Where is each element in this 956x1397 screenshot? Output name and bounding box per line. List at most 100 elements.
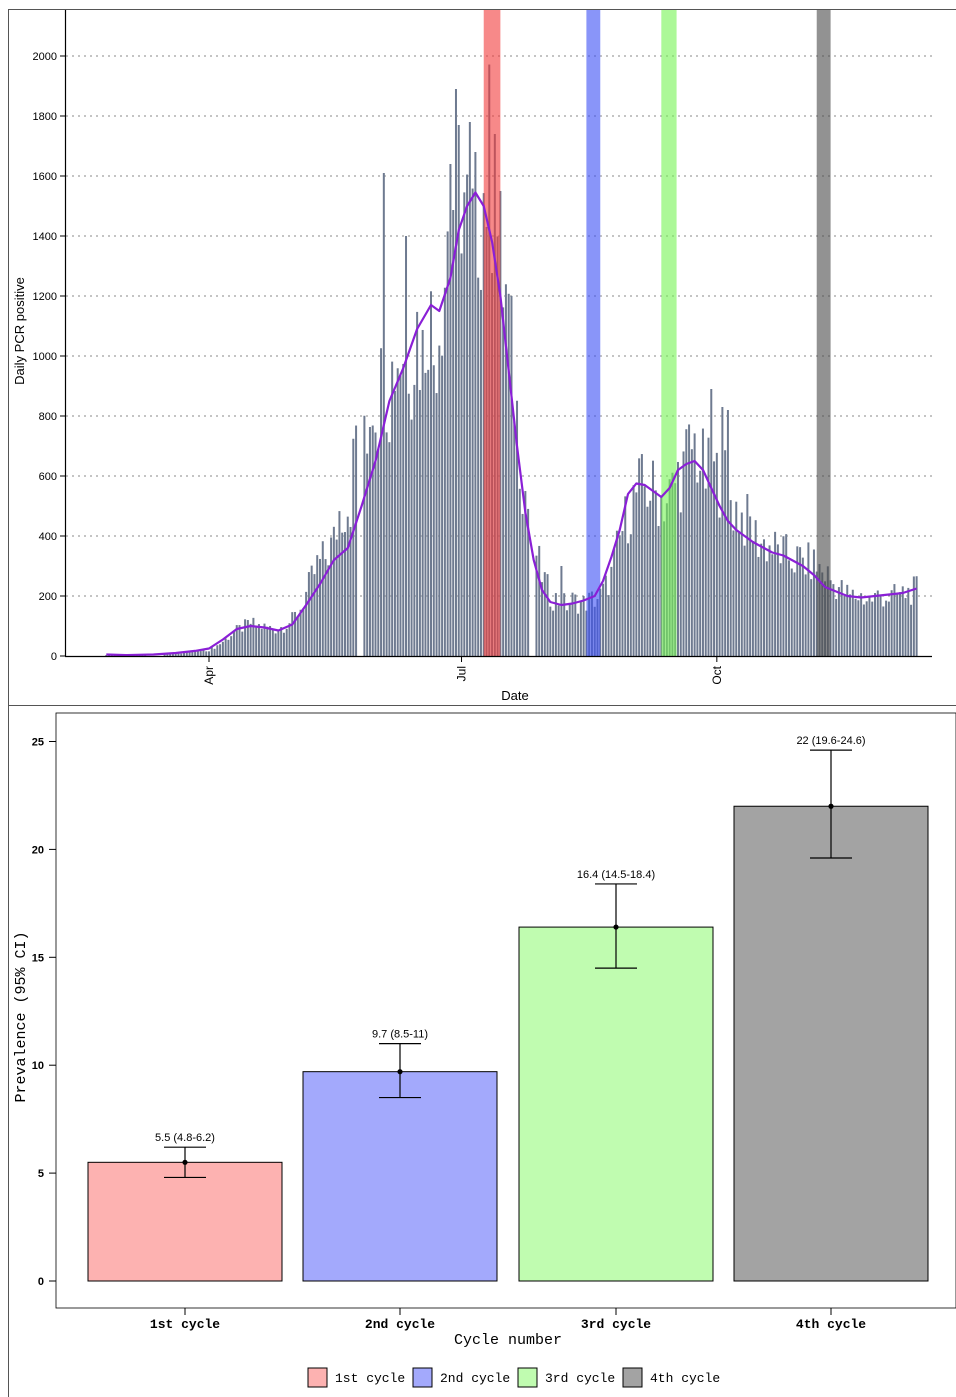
- y-tick-label-400: 400: [39, 531, 57, 543]
- daily-bar: [915, 576, 918, 656]
- daily-bar: [260, 628, 263, 656]
- daily-bar: [452, 210, 455, 656]
- point-4: [828, 803, 834, 809]
- daily-bar: [724, 450, 727, 656]
- daily-bar: [907, 587, 910, 656]
- daily-bar: [621, 531, 624, 656]
- legend-label-3: 3rd cycle: [545, 1371, 615, 1386]
- daily-pcr-chart: 0 200 400 600 800 1000 1200 1400 1600 1800 2000 Apr…: [12, 10, 932, 703]
- daily-bar: [468, 122, 471, 656]
- daily-bar: [416, 311, 419, 656]
- daily-bar: [652, 460, 654, 656]
- daily-bar: [643, 486, 646, 656]
- daily-bar: [199, 651, 202, 656]
- daily-bar: [549, 606, 552, 656]
- daily-bar: [768, 545, 771, 656]
- daily-bar: [163, 654, 166, 656]
- daily-bar: [685, 429, 688, 656]
- band-1: [483, 10, 501, 656]
- daily-bars: [105, 64, 918, 657]
- daily-bar: [299, 609, 302, 656]
- daily-bar: [232, 631, 235, 656]
- daily-bar: [887, 601, 890, 656]
- daily-bar: [396, 368, 399, 656]
- daily-bar: [413, 384, 416, 656]
- daily-bar: [577, 613, 580, 656]
- daily-bar: [341, 532, 344, 656]
- daily-bar: [746, 494, 749, 656]
- daily-bar: [466, 174, 469, 656]
- daily-bar: [688, 424, 691, 656]
- daily-bar: [771, 554, 774, 656]
- daily-bar: [460, 253, 463, 656]
- daily-bar: [640, 454, 643, 656]
- daily-bar: [418, 390, 421, 656]
- daily-bar: [305, 591, 308, 656]
- daily-bar: [366, 453, 369, 656]
- daily-bar: [196, 650, 199, 656]
- daily-bar: [479, 289, 482, 656]
- daily-bar: [751, 541, 754, 656]
- daily-bar: [321, 541, 324, 656]
- daily-bar: [763, 539, 765, 656]
- daily-bar: [649, 500, 652, 656]
- daily-bar: [477, 277, 480, 656]
- daily-bar: [227, 639, 230, 656]
- daily-bar: [280, 627, 283, 656]
- daily-bar: [571, 592, 574, 656]
- daily-bar: [735, 501, 738, 656]
- daily-bar: [177, 653, 180, 656]
- daily-bar: [874, 593, 876, 656]
- daily-bar: [646, 506, 649, 656]
- daily-bar: [757, 556, 760, 656]
- daily-bar: [443, 287, 446, 656]
- daily-bar: [885, 600, 888, 656]
- daily-bar: [388, 442, 391, 656]
- y-tick-label-1600: 1600: [33, 171, 57, 183]
- daily-bar: [516, 400, 519, 656]
- band-2: [586, 10, 601, 656]
- daily-bar: [543, 572, 546, 656]
- daily-bar: [405, 236, 408, 656]
- daily-bar: [302, 608, 305, 656]
- prevalence-chart: 0 5 10 15 20 25 1st cycle 2nd cycle 3rd cycle 4th…: [0, 706, 956, 1397]
- daily-bar: [449, 164, 452, 656]
- daily-bar: [804, 574, 807, 656]
- daily-bar: [191, 652, 194, 656]
- daily-bar: [432, 365, 435, 656]
- daily-bar: [230, 636, 233, 656]
- daily-bar: [701, 428, 704, 656]
- x-tick-label-Jul: Jul: [455, 666, 469, 681]
- daily-bar: [679, 512, 682, 656]
- daily-bar: [446, 231, 449, 656]
- legend-swatch-3: [517, 1367, 538, 1388]
- legend-item-4: 4th cycle: [622, 1367, 720, 1388]
- smoothed-trend-line: [106, 191, 917, 657]
- daily-bar: [624, 496, 627, 656]
- daily-bar: [255, 625, 258, 656]
- daily-bar: [435, 393, 438, 656]
- daily-bar: [682, 451, 685, 656]
- daily-bar: [793, 572, 796, 656]
- daily-bar: [338, 511, 341, 656]
- daily-bar: [799, 547, 802, 656]
- daily-bar: [690, 449, 693, 656]
- bar-2: [302, 1071, 498, 1282]
- daily-bar: [613, 549, 616, 656]
- daily-bar: [399, 373, 402, 656]
- daily-bar: [510, 295, 513, 656]
- daily-bar: [502, 307, 505, 656]
- daily-bar: [810, 579, 813, 656]
- daily-bar: [185, 652, 188, 656]
- daily-bar: [579, 601, 582, 656]
- daily-bar: [607, 595, 610, 656]
- daily-bar: [427, 369, 430, 656]
- daily-bar: [849, 594, 852, 656]
- daily-bar: [332, 526, 335, 656]
- y-tick-label-5: 5: [38, 1168, 44, 1180]
- band-3: [661, 10, 677, 656]
- band-4: [816, 10, 831, 656]
- daily-bar: [654, 490, 657, 656]
- daily-bar: [638, 458, 641, 656]
- daily-bar: [377, 448, 380, 656]
